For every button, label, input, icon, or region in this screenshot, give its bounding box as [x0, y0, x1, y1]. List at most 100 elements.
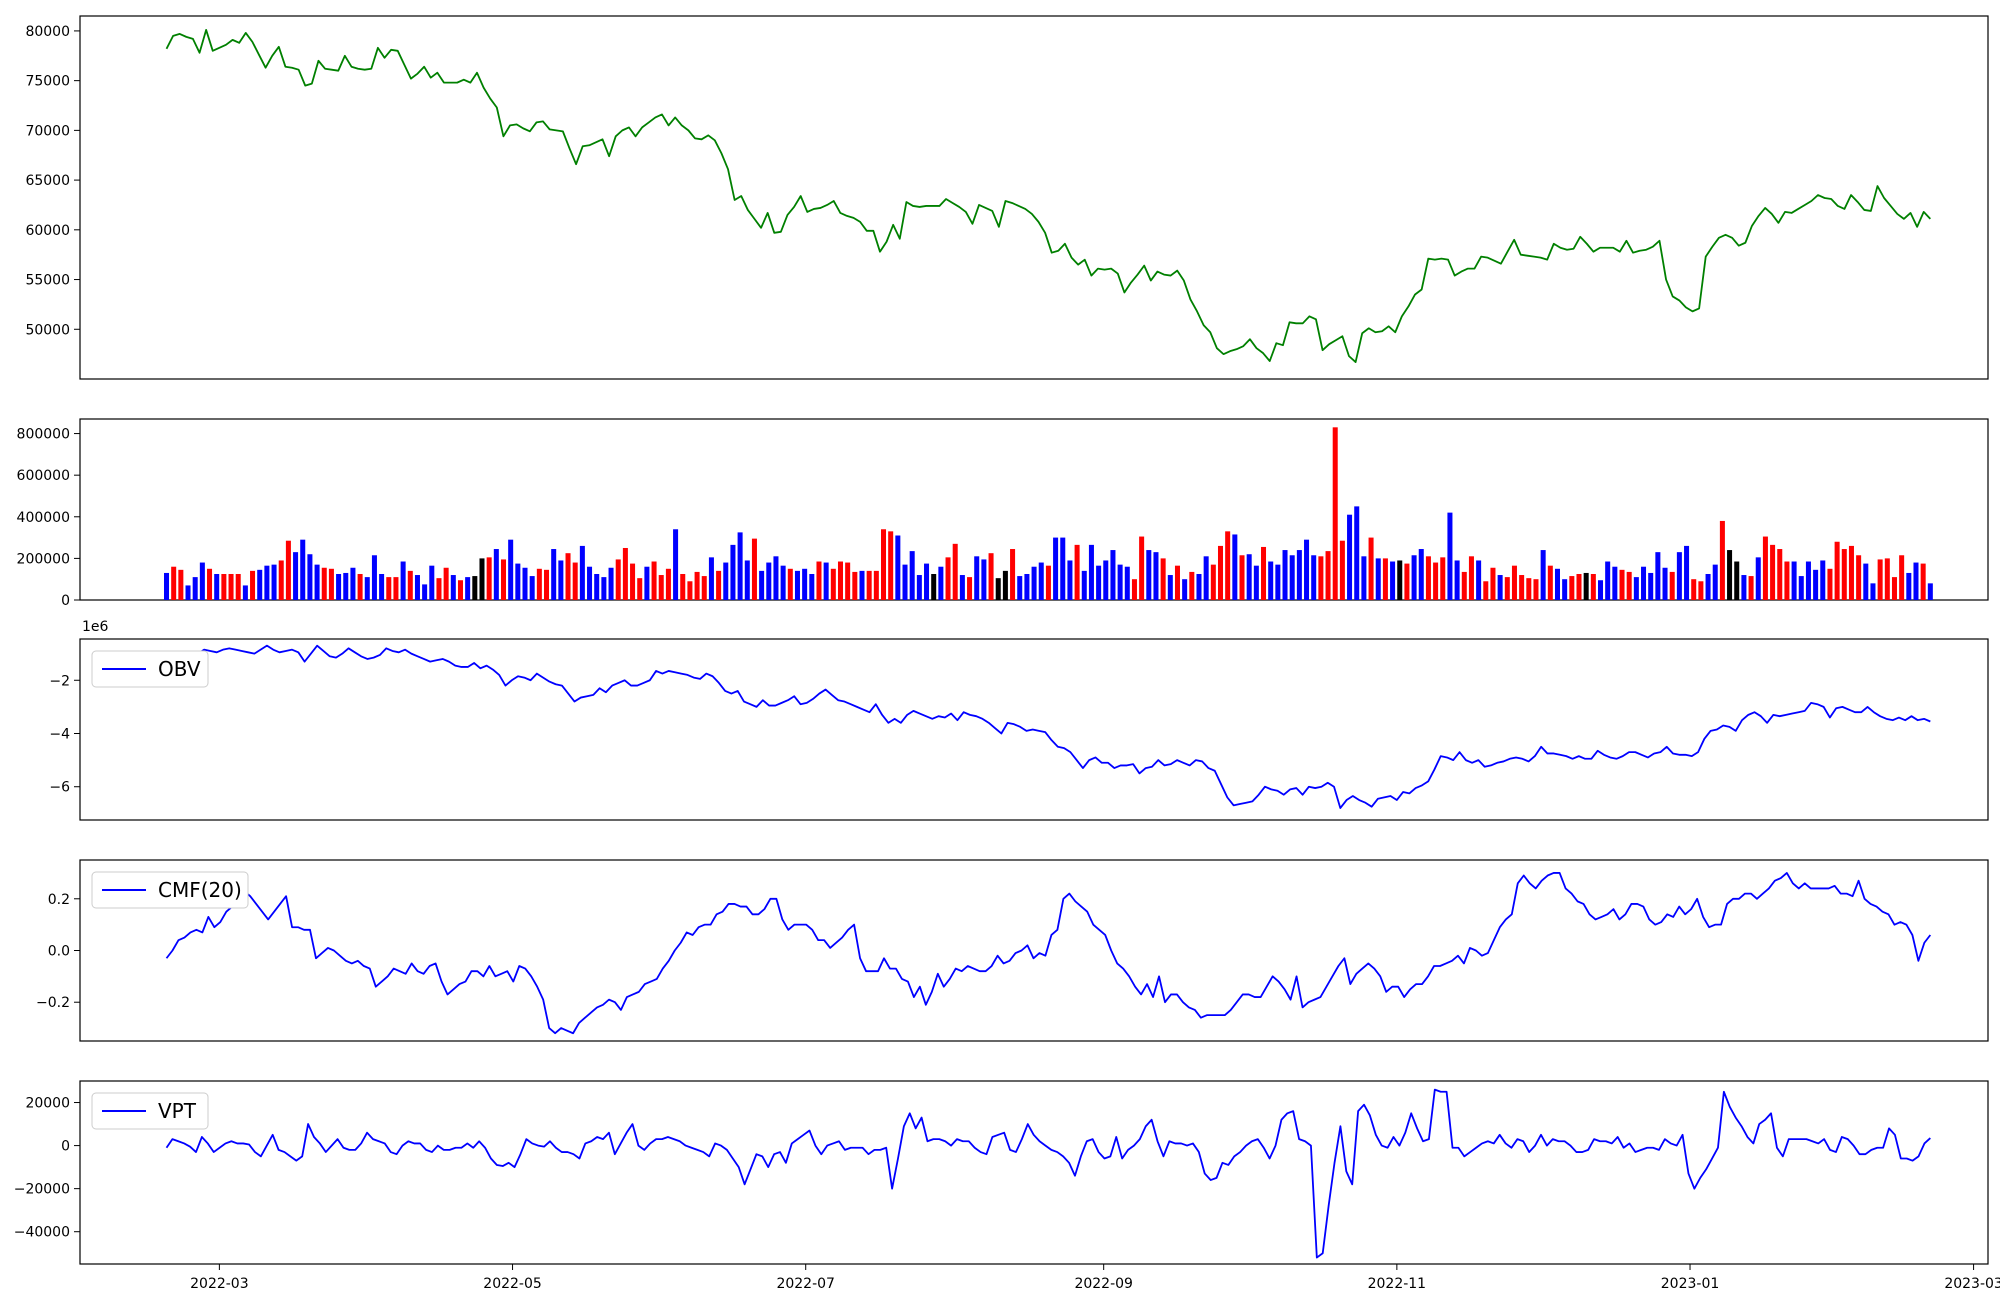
legend-entry: CMF(20) [158, 878, 242, 902]
volume-bar [465, 577, 471, 600]
volume-bar [1684, 545, 1690, 600]
volume-bar [1304, 539, 1310, 600]
volume-bar [1103, 560, 1109, 600]
volume-bar [1562, 579, 1568, 600]
volume-bar [622, 547, 628, 600]
volume-bar [895, 535, 901, 600]
volume-bar [1569, 576, 1575, 600]
scale-label: 1e6 [82, 619, 109, 635]
volume-bar [1669, 571, 1675, 600]
volume-bar [1440, 557, 1446, 600]
y-tick-label: 0.2 [48, 892, 70, 908]
volume-bar [1390, 561, 1396, 600]
volume-bar [1311, 555, 1317, 600]
volume-bar [1619, 569, 1625, 600]
y-tick-label: 800000 [17, 427, 70, 443]
volume-bar [1139, 536, 1145, 600]
series-line [165, 872, 1932, 1035]
volume-bar [1375, 558, 1381, 600]
volume-bar [1045, 565, 1051, 600]
volume-bar [931, 573, 937, 600]
volume-bar [1461, 571, 1467, 600]
volume-bar [1576, 573, 1582, 600]
volume-bar [1633, 577, 1639, 600]
volume-bar [1884, 558, 1890, 600]
volume-bar [300, 539, 306, 600]
volume-bar [1296, 550, 1302, 600]
volume-bar [1347, 514, 1353, 600]
volume-bar [816, 561, 822, 600]
volume-bar [1483, 581, 1489, 600]
volume-bar [1891, 577, 1897, 600]
volume-bar [1540, 550, 1546, 600]
volume-bar [271, 564, 277, 600]
y-tick-label: 400000 [17, 510, 70, 526]
y-tick-label: 55000 [25, 273, 70, 289]
volume-bar [1174, 565, 1180, 600]
volume-bar [1160, 558, 1166, 600]
y-tick-label: 200000 [17, 551, 70, 567]
volume-bar [773, 556, 779, 600]
volume-bar [845, 562, 851, 600]
volume-bar [1239, 555, 1245, 600]
volume-bar [866, 570, 872, 600]
volume-bar [508, 539, 514, 600]
volume-bar [192, 577, 198, 600]
volume-bar [651, 561, 657, 600]
volume-bar [1282, 550, 1288, 600]
volume-bar [529, 576, 535, 600]
volume-bar [766, 562, 772, 600]
volume-bar [1081, 570, 1087, 600]
y-tick-label: 70000 [25, 123, 70, 139]
volume-bar [1748, 576, 1754, 600]
volume-bar [1031, 566, 1037, 600]
volume-bar [1110, 550, 1116, 600]
volume-bar [1612, 566, 1618, 600]
volume-bar [1088, 544, 1094, 600]
volume-bar [486, 557, 492, 600]
y-tick-label: 20000 [25, 1096, 70, 1112]
volume-bar [429, 565, 435, 600]
volume-bar [794, 570, 800, 600]
volume-bar [601, 577, 607, 600]
volume-bar [1554, 568, 1560, 600]
volume-bar [888, 531, 894, 600]
volume-bar [1246, 554, 1252, 600]
volume-bar [450, 575, 456, 600]
volume-bar [1727, 550, 1733, 600]
volume-bar [1182, 579, 1188, 600]
y-tick-label: 75000 [25, 74, 70, 90]
volume-bar [493, 549, 499, 600]
volume-bar [1368, 537, 1374, 600]
volume-bar [1870, 583, 1876, 600]
volume-bar [1124, 566, 1130, 600]
chart-panel-1: 80000 75000 70000 65000 60000 55000 50000 [25, 15, 1989, 380]
volume-bar [1734, 561, 1740, 600]
chart-panel-4: 0.2 0.0 −0.2 CMF(20) [36, 859, 1989, 1042]
volume-bar [178, 569, 184, 600]
x-tick-label: 2022-07 [776, 1276, 835, 1292]
volume-bar [1418, 549, 1424, 600]
volume-bar [579, 545, 585, 600]
volume-bar [422, 584, 428, 600]
volume-bar [1920, 563, 1926, 600]
volume-bar [708, 557, 714, 600]
volume-bar [343, 572, 349, 600]
volume-bar [587, 566, 593, 600]
volume-bar [780, 565, 786, 600]
volume-bar [938, 566, 944, 600]
volume-bar [307, 554, 313, 600]
volume-bar [1397, 560, 1403, 600]
volume-bar [171, 566, 177, 600]
volume-bar [551, 549, 557, 600]
volume-bar [1196, 573, 1202, 600]
volume-bar [386, 577, 392, 600]
y-tick-label: 65000 [25, 173, 70, 189]
volume-bar [859, 570, 865, 600]
volume-bar [1511, 565, 1517, 600]
plot-frame [79, 1080, 1989, 1265]
volume-bar [1038, 562, 1044, 600]
volume-bar [730, 544, 736, 600]
volume-bar [1827, 568, 1833, 600]
